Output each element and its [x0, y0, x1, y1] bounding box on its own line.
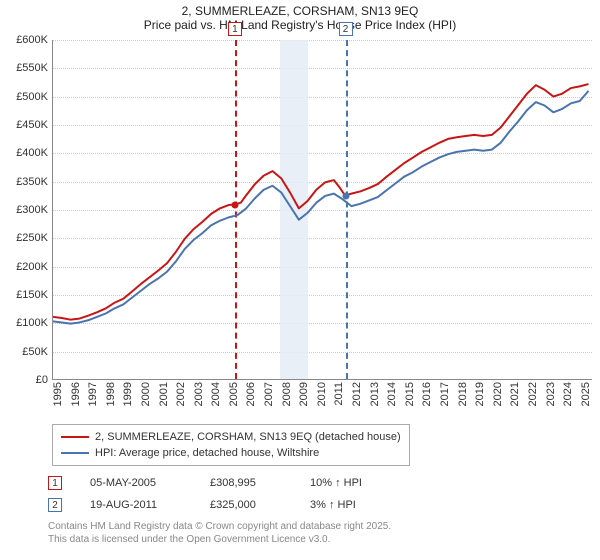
x-tick-label: 2003 [193, 382, 205, 406]
chart-title-line1: 2, SUMMERLEAZE, CORSHAM, SN13 9EQ [0, 4, 600, 18]
y-tick-label: £200K [16, 261, 48, 273]
y-tick-label: £550K [16, 62, 48, 74]
x-tick-label: 2004 [210, 382, 222, 406]
x-tick-label: 2008 [281, 382, 293, 406]
y-tick-label: £400K [16, 147, 48, 159]
x-tick-label: 1998 [105, 382, 117, 406]
sale-date: 05-MAY-2005 [90, 477, 210, 489]
x-tick-label: 1997 [87, 382, 99, 406]
legend-item: 2, SUMMERLEAZE, CORSHAM, SN13 9EQ (detac… [61, 429, 401, 445]
sale-price: £308,995 [210, 477, 310, 489]
x-tick-label: 2023 [545, 382, 557, 406]
y-tick-label: £0 [36, 374, 48, 386]
x-axis: 1995 1996 1997 1998 1999 2000 2001 2002 2003 2004… [52, 380, 592, 416]
y-tick-label: £350K [16, 176, 48, 188]
y-tick-label: £50K [22, 346, 48, 358]
sale-point-dot [231, 201, 238, 208]
x-tick-label: 2022 [527, 382, 539, 406]
x-tick-label: 2001 [158, 382, 170, 406]
x-tick-label: 2021 [509, 382, 521, 406]
y-tick-label: £150K [16, 289, 48, 301]
x-tick-label: 2014 [386, 382, 398, 406]
x-tick-label: 2024 [562, 382, 574, 406]
sales-table: 1 05-MAY-2005 £308,995 10% ↑ HPI 2 19-AU… [48, 472, 430, 516]
legend-label: HPI: Average price, detached house, Wilt… [95, 445, 319, 461]
legend-label: 2, SUMMERLEAZE, CORSHAM, SN13 9EQ (detac… [95, 429, 401, 445]
x-tick-label: 2019 [474, 382, 486, 406]
x-tick-label: 2000 [140, 382, 152, 406]
y-tick-label: £100K [16, 317, 48, 329]
x-tick-label: 2018 [457, 382, 469, 406]
legend-item: HPI: Average price, detached house, Wilt… [61, 445, 401, 461]
x-tick-label: 2002 [175, 382, 187, 406]
y-tick-label: £450K [16, 119, 48, 131]
x-tick-label: 2017 [439, 382, 451, 406]
sale-row: 2 19-AUG-2011 £325,000 3% ↑ HPI [48, 494, 430, 516]
legend-swatch [61, 452, 89, 454]
y-tick-label: £500K [16, 91, 48, 103]
sale-point-dot [342, 192, 349, 199]
sale-marker-icon: 2 [339, 22, 353, 36]
x-tick-label: 2010 [316, 382, 328, 406]
x-tick-label: 2015 [404, 382, 416, 406]
x-tick-label: 2011 [333, 382, 345, 406]
x-tick-label: 1999 [122, 382, 134, 406]
sale-delta: 10% ↑ HPI [310, 477, 430, 489]
x-tick-label: 2006 [245, 382, 257, 406]
sale-delta: 3% ↑ HPI [310, 499, 430, 511]
sale-marker-icon: 2 [48, 498, 62, 512]
x-tick-label: 1996 [70, 382, 82, 406]
series-hpi [53, 91, 589, 324]
line-series-svg [53, 40, 592, 379]
y-axis: £0 £50K £100K £150K £200K £250K £300K £350K £400… [4, 40, 52, 416]
sale-date: 19-AUG-2011 [90, 499, 210, 511]
legend: 2, SUMMERLEAZE, CORSHAM, SN13 9EQ (detac… [52, 424, 410, 466]
sale-marker-icon: 1 [228, 22, 242, 36]
chart-area: £0 £50K £100K £150K £200K £250K £300K £350K £400… [4, 40, 596, 416]
footer-line1: Contains HM Land Registry data © Crown c… [48, 520, 391, 533]
series-price_paid [53, 84, 589, 320]
x-tick-label: 2020 [492, 382, 504, 406]
x-tick-label: 2025 [580, 382, 592, 406]
sale-row: 1 05-MAY-2005 £308,995 10% ↑ HPI [48, 472, 430, 494]
x-tick-label: 2013 [369, 382, 381, 406]
x-tick-label: 2009 [298, 382, 310, 406]
footer-line2: This data is licensed under the Open Gov… [48, 533, 391, 546]
footer-attribution: Contains HM Land Registry data © Crown c… [48, 520, 391, 546]
y-tick-label: £250K [16, 232, 48, 244]
x-tick-label: 2016 [421, 382, 433, 406]
x-tick-label: 2005 [228, 382, 240, 406]
chart-title-line2: Price paid vs. HM Land Registry's House … [0, 18, 600, 32]
plot-area: 12 [52, 40, 592, 380]
y-tick-label: £600K [16, 34, 48, 46]
y-tick-label: £300K [16, 204, 48, 216]
legend-swatch [61, 436, 89, 438]
x-tick-label: 1995 [52, 382, 64, 406]
x-tick-label: 2007 [263, 382, 275, 406]
sale-marker-icon: 1 [48, 476, 62, 490]
x-tick-label: 2012 [351, 382, 363, 406]
sale-price: £325,000 [210, 499, 310, 511]
